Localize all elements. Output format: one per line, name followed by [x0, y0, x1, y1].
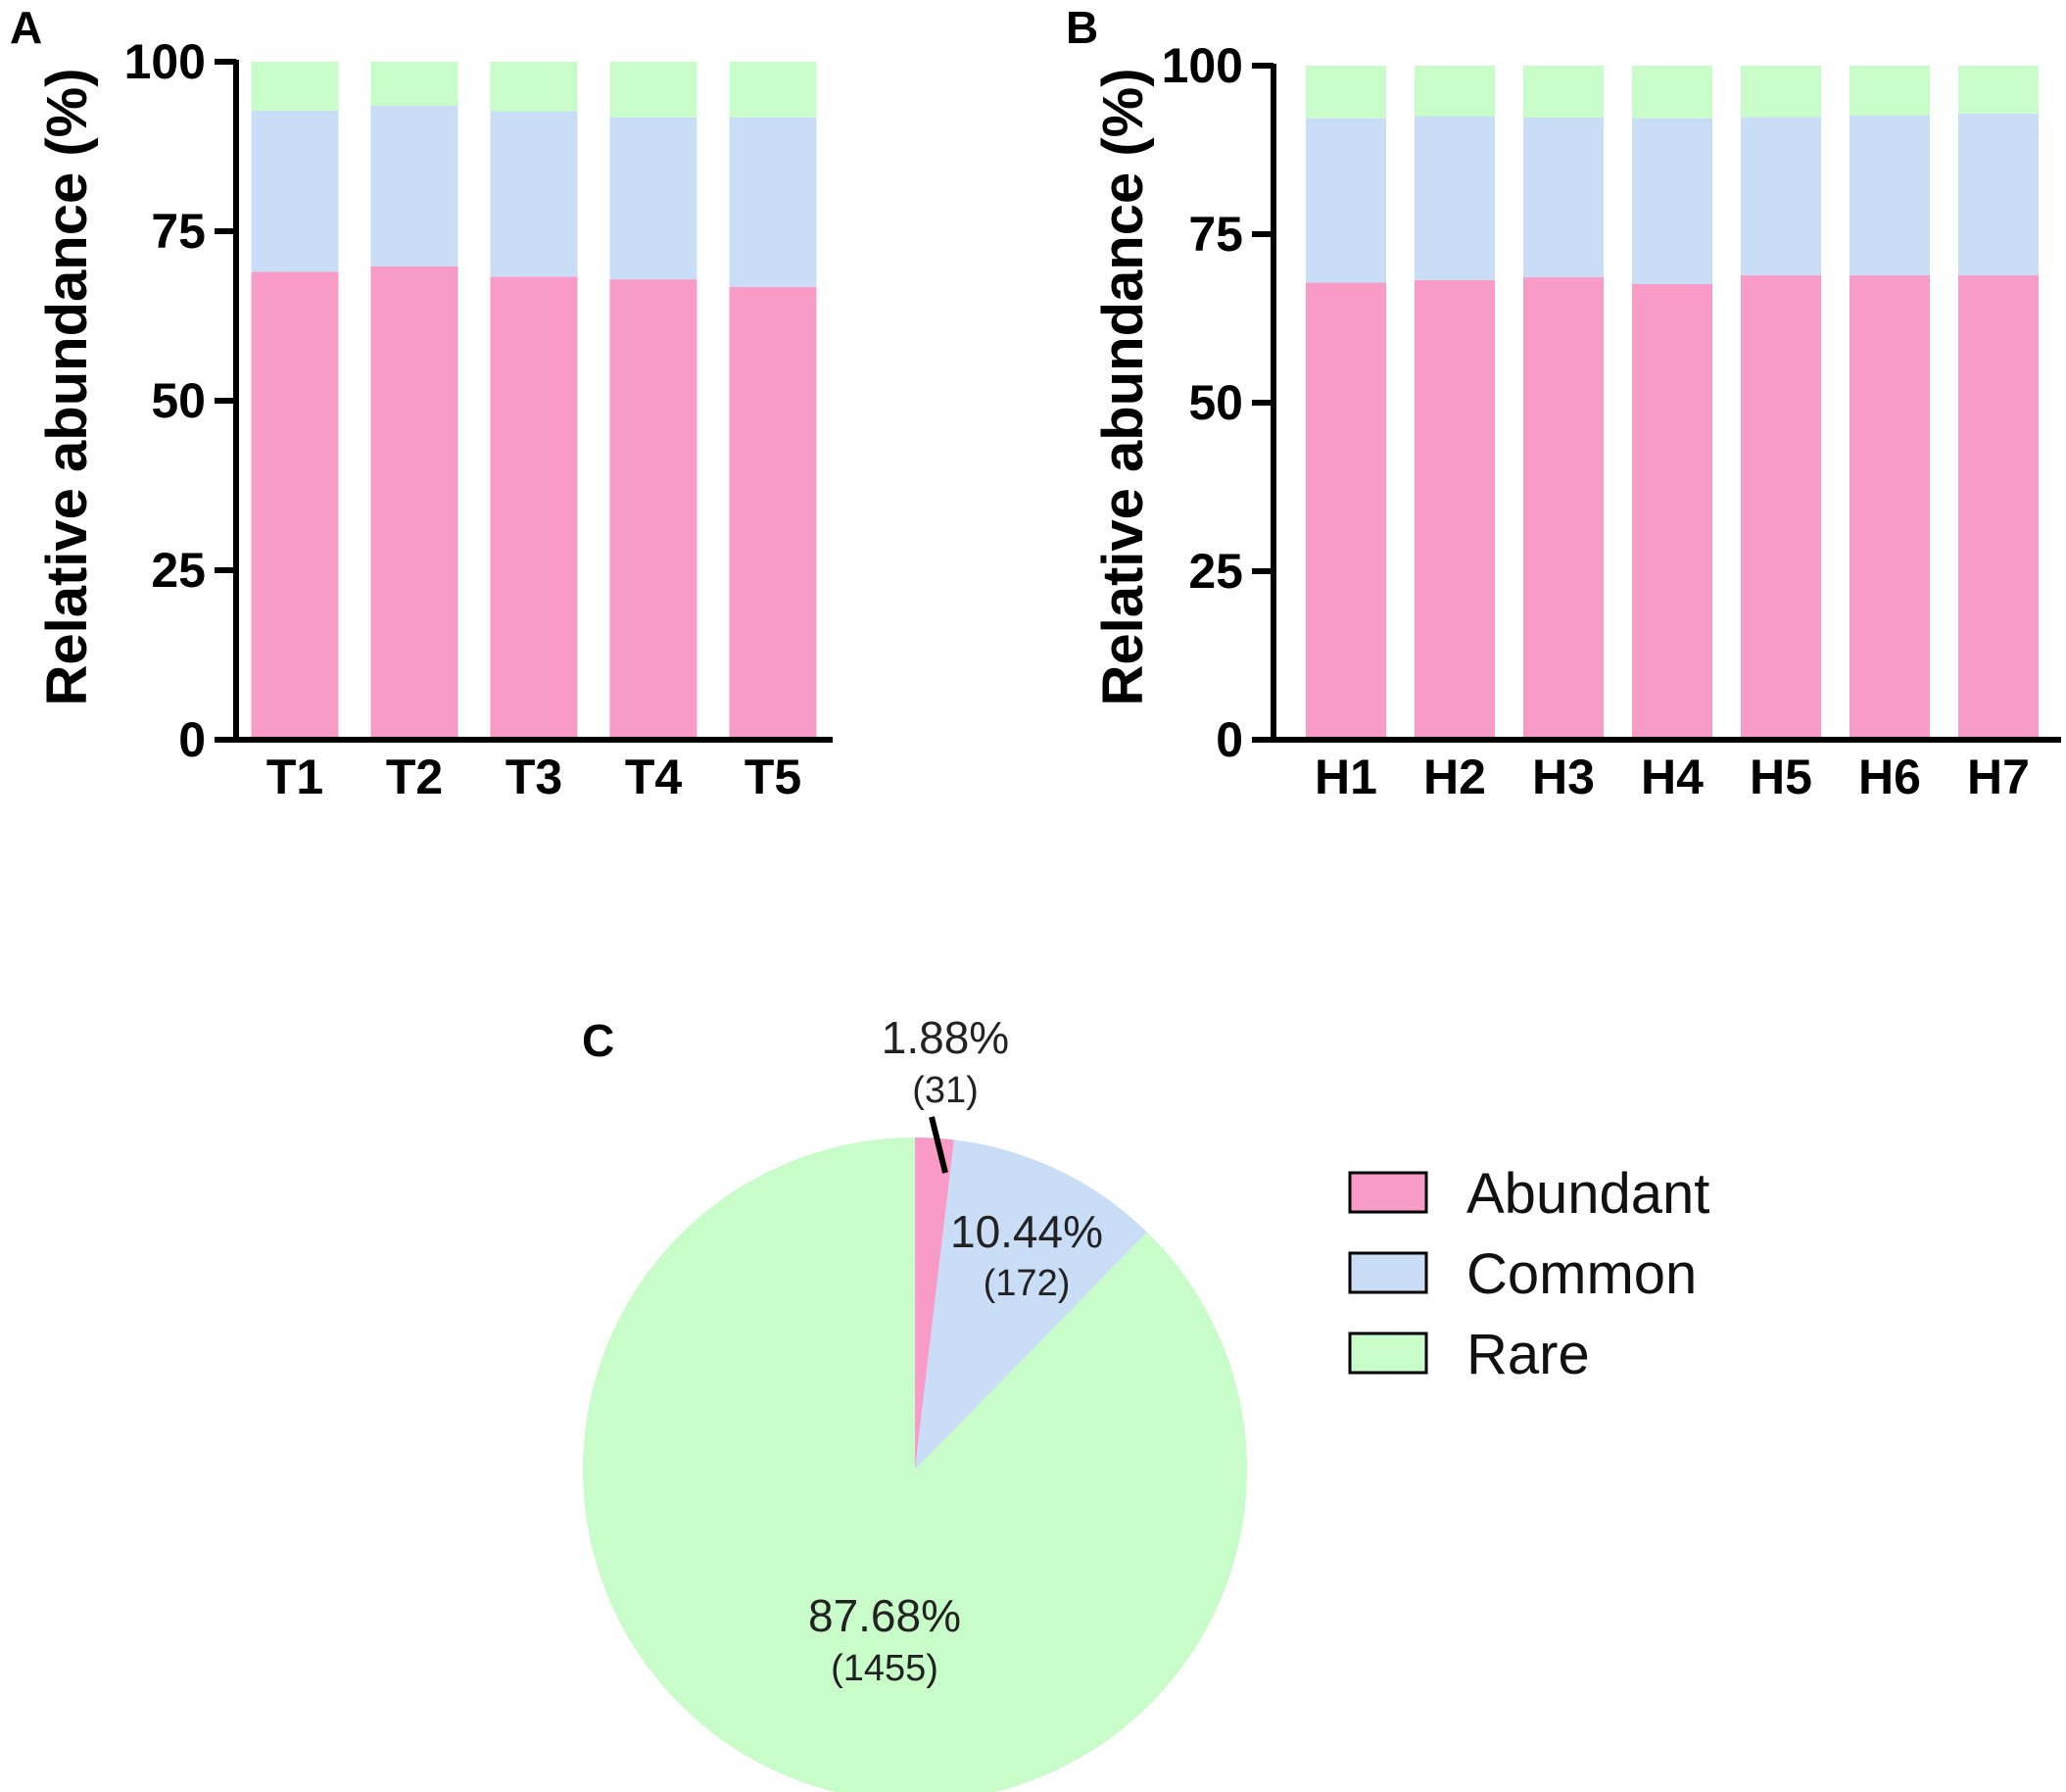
panel-a-x-tick-t3: T3	[505, 750, 562, 804]
panel-b-bar-h5-common	[1741, 117, 1821, 275]
panel-a-y-tick-label-100: 100	[124, 34, 206, 89]
panel-a-bar-t3-common	[490, 111, 578, 277]
panel-b-bar-h7-rare	[1958, 66, 2039, 114]
panel-b-x-tick-h1: H1	[1315, 750, 1377, 804]
panel-a-bar-t5-rare	[729, 62, 817, 118]
panel-a-bar-chart: A Relative abundance (%) T1 T2 T3 T4 T5 0 25 50…	[10, 2, 833, 804]
panel-c-legend: Abundant Common Rare	[1348, 1162, 1709, 1386]
panel-b-y-tick-label-50: 50	[1188, 375, 1243, 430]
panel-b-bar-h2-abundant	[1415, 279, 1495, 740]
panel-a-bar-t2-abundant	[370, 266, 458, 740]
panel-a-bar-t2-common	[370, 105, 458, 266]
panel-c-slices	[583, 1138, 1247, 1792]
panel-a-bar-t3-abundant	[490, 276, 578, 740]
panel-a-bar-t1-abundant	[251, 271, 339, 740]
panel-a-bar-t3-rare	[490, 62, 578, 112]
common-percent-label: 10.44%	[950, 1206, 1103, 1257]
panel-a-bar-t5-abundant	[729, 286, 817, 740]
panel-a-x-tick-t5: T5	[745, 750, 801, 804]
rare-count-label: (1455)	[831, 1648, 938, 1689]
panel-b-axes: H1 H2 H3 H4 H5 H6 H7 0 25 50 75 100	[1162, 38, 2061, 804]
panel-b-bar-h4-common	[1632, 118, 1712, 284]
panel-a-x-tick-t4: T4	[625, 750, 683, 804]
panel-b-x-tick-h4: H4	[1641, 750, 1704, 804]
panel-b-bar-h3-abundant	[1523, 277, 1604, 740]
abundant-percent-label: 1.88%	[882, 1012, 1009, 1063]
panel-b-bar-h3-common	[1523, 117, 1604, 278]
panel-b-bar-h1-abundant	[1306, 282, 1386, 740]
panel-b-bar-h7-abundant	[1958, 274, 2039, 740]
panel-b-bar-h1-common	[1306, 118, 1386, 283]
panel-a-x-tick-t2: T2	[386, 750, 443, 804]
panel-a-bar-t4-common	[609, 117, 697, 280]
panel-a-y-tick-label-25: 25	[151, 543, 206, 598]
legend-swatch-abundant	[1348, 1171, 1428, 1214]
panel-b-bar-h5-abundant	[1741, 274, 1821, 740]
panel-c-pie-chart: C 1.88% (31) 10.44% (172) 87.68% (1455) …	[582, 1012, 1709, 1792]
panel-b-bar-h4-rare	[1632, 66, 1712, 119]
panel-b-x-tick-h3: H3	[1532, 750, 1595, 804]
panel-b-y-axis-title: Relative abundance (%)	[1091, 68, 1155, 705]
panel-b-bar-h2-common	[1415, 116, 1495, 280]
pie-slice-rare	[583, 1138, 1247, 1792]
panel-b-x-tick-h7: H7	[1967, 750, 2030, 804]
panel-b-bar-h5-rare	[1741, 66, 1821, 118]
panel-b-x-tick-h6: H6	[1858, 750, 1921, 804]
panel-b-x-tick-h2: H2	[1423, 750, 1486, 804]
legend-label-abundant: Abundant	[1466, 1162, 1709, 1226]
panel-a-bar-t1-rare	[251, 62, 339, 111]
panel-b-y-tick-label-75: 75	[1188, 207, 1243, 262]
legend-swatch-rare	[1348, 1332, 1428, 1375]
panel-a-x-tick-t1: T1	[266, 750, 323, 804]
panel-b-bar-h7-common	[1958, 113, 2039, 275]
panel-b-letter: B	[1066, 2, 1098, 53]
panel-b-bar-h6-abundant	[1850, 274, 1930, 740]
panel-b-bar-h6-rare	[1850, 66, 1930, 116]
panel-b-x-tick-h5: H5	[1750, 750, 1812, 804]
panel-b-y-tick-label-100: 100	[1162, 38, 1243, 93]
panel-b-bar-h6-common	[1850, 115, 1930, 275]
panel-a-y-tick-label-50: 50	[151, 373, 206, 428]
panel-b-bar-chart: B Relative abundance (%) H1 H2 H3 H4 H5 H6 H7 0…	[1066, 2, 2061, 804]
panel-a-bar-t2-rare	[370, 62, 458, 106]
panel-b-bar-h4-abundant	[1632, 283, 1712, 740]
common-count-label: (172)	[984, 1263, 1071, 1304]
panel-b-bar-h3-rare	[1523, 66, 1604, 118]
panel-b-bar-h2-rare	[1415, 66, 1495, 117]
panel-a-y-axis-title: Relative abundance (%)	[35, 68, 99, 705]
pie-slice-abundant	[915, 1138, 954, 1470]
panel-a-bars	[251, 62, 817, 740]
legend-swatch-common	[1348, 1251, 1428, 1294]
pie-slice-common	[915, 1139, 1147, 1470]
legend-label-common: Common	[1466, 1242, 1697, 1306]
panel-b-bar-h1-rare	[1306, 66, 1386, 119]
panel-c-letter: C	[582, 1015, 614, 1066]
panel-b-bars	[1306, 66, 2039, 740]
panel-a-bar-t4-abundant	[609, 279, 697, 740]
panel-b-y-tick-label-0: 0	[1216, 712, 1243, 767]
panel-a-bar-t5-common	[729, 117, 817, 287]
panel-a-bar-t4-rare	[609, 62, 697, 118]
panel-a-letter: A	[10, 2, 42, 53]
rare-percent-label: 87.68%	[808, 1590, 961, 1641]
panel-a-y-tick-label-75: 75	[151, 204, 206, 259]
panel-a-y-tick-label-0: 0	[178, 712, 206, 767]
abundant-count-label: (31)	[912, 1070, 979, 1111]
panel-a-bar-t1-common	[251, 110, 339, 272]
abundant-leader-line	[929, 1116, 948, 1174]
panel-a-axes: T1 T2 T3 T4 T5 0 25 50 75 100	[124, 34, 833, 804]
legend-label-rare: Rare	[1466, 1323, 1590, 1386]
panel-b-y-tick-label-25: 25	[1188, 544, 1243, 599]
